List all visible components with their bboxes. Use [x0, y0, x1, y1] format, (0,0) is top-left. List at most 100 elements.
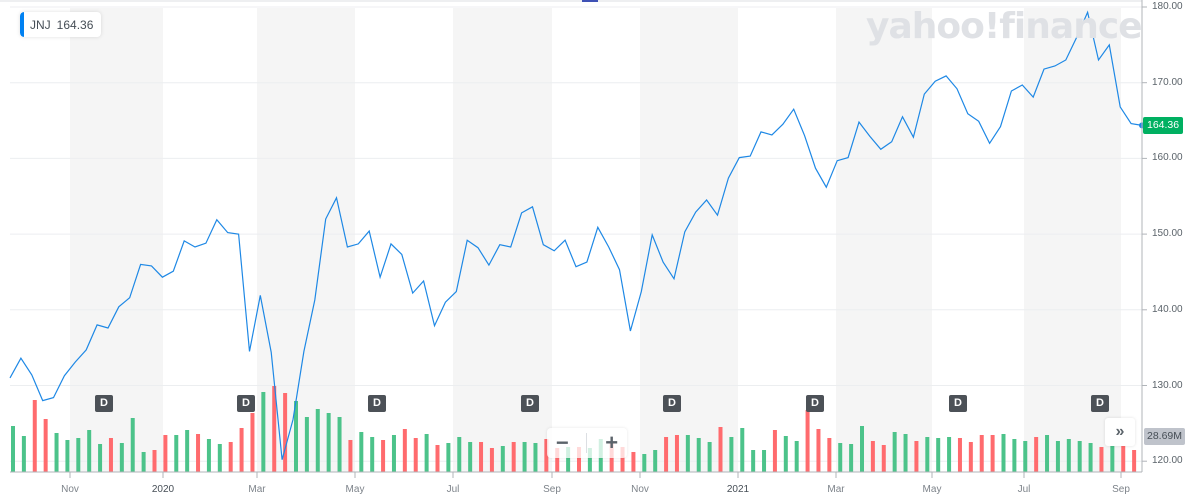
volume-bar	[511, 442, 516, 472]
volume-bar	[206, 439, 211, 472]
volume-bar	[1077, 441, 1082, 472]
volume-bar	[664, 437, 669, 472]
volume-bar	[881, 445, 886, 472]
dividend-marker[interactable]: D	[95, 395, 113, 412]
dividend-marker[interactable]: D	[806, 395, 824, 412]
volume-bar	[1088, 443, 1093, 472]
volume-bar	[402, 429, 407, 472]
volume-bar	[1023, 441, 1028, 472]
volume-bar	[87, 430, 92, 472]
volume-bar	[76, 438, 81, 472]
month-band	[453, 8, 552, 472]
symbol-legend[interactable]: JNJ 164.36	[20, 12, 102, 37]
zoom-divider	[586, 433, 588, 453]
range-indicator[interactable]	[582, 0, 598, 2]
volume-bar	[11, 426, 15, 472]
volume-bar	[108, 438, 113, 472]
volume-bar	[381, 440, 386, 472]
month-band	[1024, 8, 1121, 472]
volume-bar	[141, 452, 146, 472]
volume-bar	[772, 430, 777, 472]
scroll-right-button[interactable]: »	[1105, 418, 1135, 446]
volume-bar	[304, 417, 309, 472]
volume-bar	[566, 447, 571, 472]
y-axis-label: 140.00	[1152, 303, 1183, 315]
volume-bar	[1066, 439, 1071, 472]
month-band	[640, 8, 738, 472]
volume-bar	[783, 436, 788, 472]
volume-bar	[1012, 439, 1017, 472]
volume-bar	[489, 448, 494, 472]
yahoo-finance-watermark: yahoo!finance	[866, 6, 1143, 47]
volume-bar	[272, 386, 277, 472]
x-axis-label: Mar	[248, 484, 266, 495]
zoom-in-button[interactable]: +	[605, 430, 619, 455]
volume-bar	[957, 438, 962, 472]
volume-bar	[391, 435, 396, 472]
volume-bar	[903, 434, 908, 472]
dividend-marker[interactable]: D	[663, 395, 681, 412]
volume-bar	[239, 428, 244, 472]
volume-bar	[65, 440, 70, 472]
zoom-out-button[interactable]: −	[555, 430, 569, 455]
dividend-marker[interactable]: D	[949, 395, 967, 412]
volume-bar	[936, 438, 941, 472]
month-band	[836, 8, 932, 472]
month-band	[70, 8, 163, 472]
y-axis-label: 170.00	[1152, 76, 1183, 88]
volume-bar	[620, 447, 625, 472]
volume-bar	[424, 434, 429, 472]
volume-bar	[522, 442, 527, 472]
volume-bar	[294, 401, 298, 472]
volume-bar	[32, 400, 37, 472]
y-axis-label: 150.00	[1152, 228, 1183, 240]
price-line	[9, 10, 1143, 460]
volume-bar	[163, 435, 168, 472]
x-axis-label: Sep	[543, 484, 561, 495]
volume-bar	[1110, 441, 1115, 472]
last-price-tag: 164.36	[1143, 117, 1184, 134]
volume-bar	[500, 446, 505, 472]
volume-bar	[925, 437, 930, 472]
volume-bar	[468, 442, 473, 472]
volume-bar	[1099, 447, 1104, 472]
x-axis-label: 2020	[151, 484, 175, 495]
zoom-controls: − +	[547, 428, 627, 458]
x-axis-label: 2021	[726, 484, 750, 495]
volume-bar	[914, 441, 919, 472]
y-axis-label: 130.00	[1152, 379, 1183, 391]
volume-bar	[98, 444, 103, 472]
volume-bar	[174, 435, 179, 472]
volume-bar	[196, 434, 201, 472]
volume-bar	[805, 410, 810, 472]
volume-bar	[794, 441, 799, 472]
dividend-marker[interactable]: D	[368, 395, 386, 412]
volume-bar	[696, 438, 701, 472]
volume-bar	[751, 450, 756, 472]
volume-bar	[479, 442, 484, 472]
volume-bar	[130, 418, 135, 472]
volume-bar	[642, 454, 647, 472]
volume-bar	[729, 437, 734, 472]
volume-bar	[435, 445, 440, 472]
volume-bar	[1121, 439, 1126, 472]
volume-tag: 28.69M	[1144, 428, 1186, 445]
volume-bar	[250, 413, 255, 472]
volume-bar	[577, 447, 581, 472]
volume-bar	[1045, 435, 1050, 472]
volume-bar	[228, 442, 233, 472]
x-axis-label: May	[345, 484, 365, 495]
volume-bar	[1034, 437, 1039, 472]
x-axis-label: Mar	[827, 484, 845, 495]
dividend-marker[interactable]: D	[521, 395, 539, 412]
dividend-marker[interactable]: D	[1091, 395, 1109, 412]
volume-bar	[947, 437, 952, 472]
volume-bar	[185, 430, 190, 472]
x-axis-label: Sep	[1112, 484, 1130, 495]
legend-color-bar	[20, 12, 24, 37]
volume-bar	[762, 450, 767, 472]
dividend-marker[interactable]: D	[237, 395, 255, 412]
volume-bar	[870, 441, 875, 472]
volume-bar	[261, 392, 266, 472]
